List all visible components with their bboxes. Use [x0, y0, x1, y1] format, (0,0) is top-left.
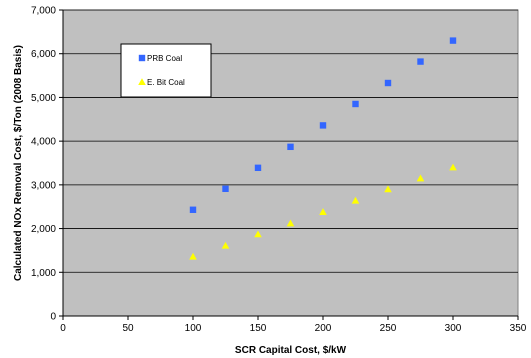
x-tick-label: 50	[122, 323, 134, 334]
legend-marker-e-bit-coal	[138, 78, 146, 86]
y-axis: 0 1,000 2,000 3,000 4,000 5,000 6,000 7,000	[31, 6, 64, 323]
legend-box	[120, 43, 212, 98]
data-point	[417, 58, 424, 65]
data-point	[449, 163, 457, 171]
legend-label-e-bit-coal: E. Bit Coal	[147, 78, 185, 87]
x-tick-label: 200	[315, 323, 332, 334]
y-tick-label: 3,000	[31, 180, 56, 191]
y-tick-label: 1,000	[31, 268, 56, 279]
x-tick-label: 250	[380, 323, 397, 334]
x-tick-label: 300	[445, 323, 462, 334]
series-e-bit-coal	[189, 163, 457, 260]
y-tick-label: 6,000	[31, 49, 56, 60]
y-tick-label: 2,000	[31, 224, 56, 235]
x-tick-label: 0	[60, 323, 66, 334]
data-point	[286, 219, 295, 227]
x-axis: 0 50 100 150 200 250 300 350	[60, 315, 527, 334]
legend-marker-prb-coal	[138, 54, 146, 62]
x-axis-title: SCR Capital Cost, $/kW	[235, 345, 347, 356]
data-point	[254, 230, 262, 238]
data-point	[449, 37, 457, 44]
data-point	[384, 79, 392, 87]
data-point	[254, 164, 262, 172]
data-point	[319, 122, 327, 129]
data-point	[319, 208, 327, 215]
data-points	[189, 37, 457, 260]
data-point	[416, 174, 425, 182]
data-point	[222, 185, 229, 192]
legend-symbol	[138, 54, 146, 62]
legend-symbol	[138, 78, 146, 86]
data-point	[384, 185, 392, 193]
series-prb-coal	[189, 37, 457, 213]
legend: PRB Coal E. Bit Coal	[120, 43, 212, 98]
data-point	[352, 100, 359, 108]
y-tick-label: 4,000	[31, 137, 56, 148]
data-point	[221, 241, 230, 249]
x-tick-label: 350	[510, 323, 527, 334]
data-point	[287, 143, 294, 151]
y-tick-label: 0	[50, 312, 56, 323]
y-tick-label: 5,000	[31, 93, 56, 104]
x-tick-label: 150	[250, 323, 267, 334]
legend-label-prb-coal: PRB Coal	[147, 54, 182, 63]
data-point	[189, 206, 197, 213]
data-point	[351, 196, 360, 204]
data-point	[189, 252, 197, 260]
y-tick-label: 7,000	[31, 6, 56, 17]
x-tick-label: 100	[185, 323, 202, 334]
y-axis-title: Calculated NOx Removal Cost, $/Ton (2008…	[13, 45, 24, 281]
